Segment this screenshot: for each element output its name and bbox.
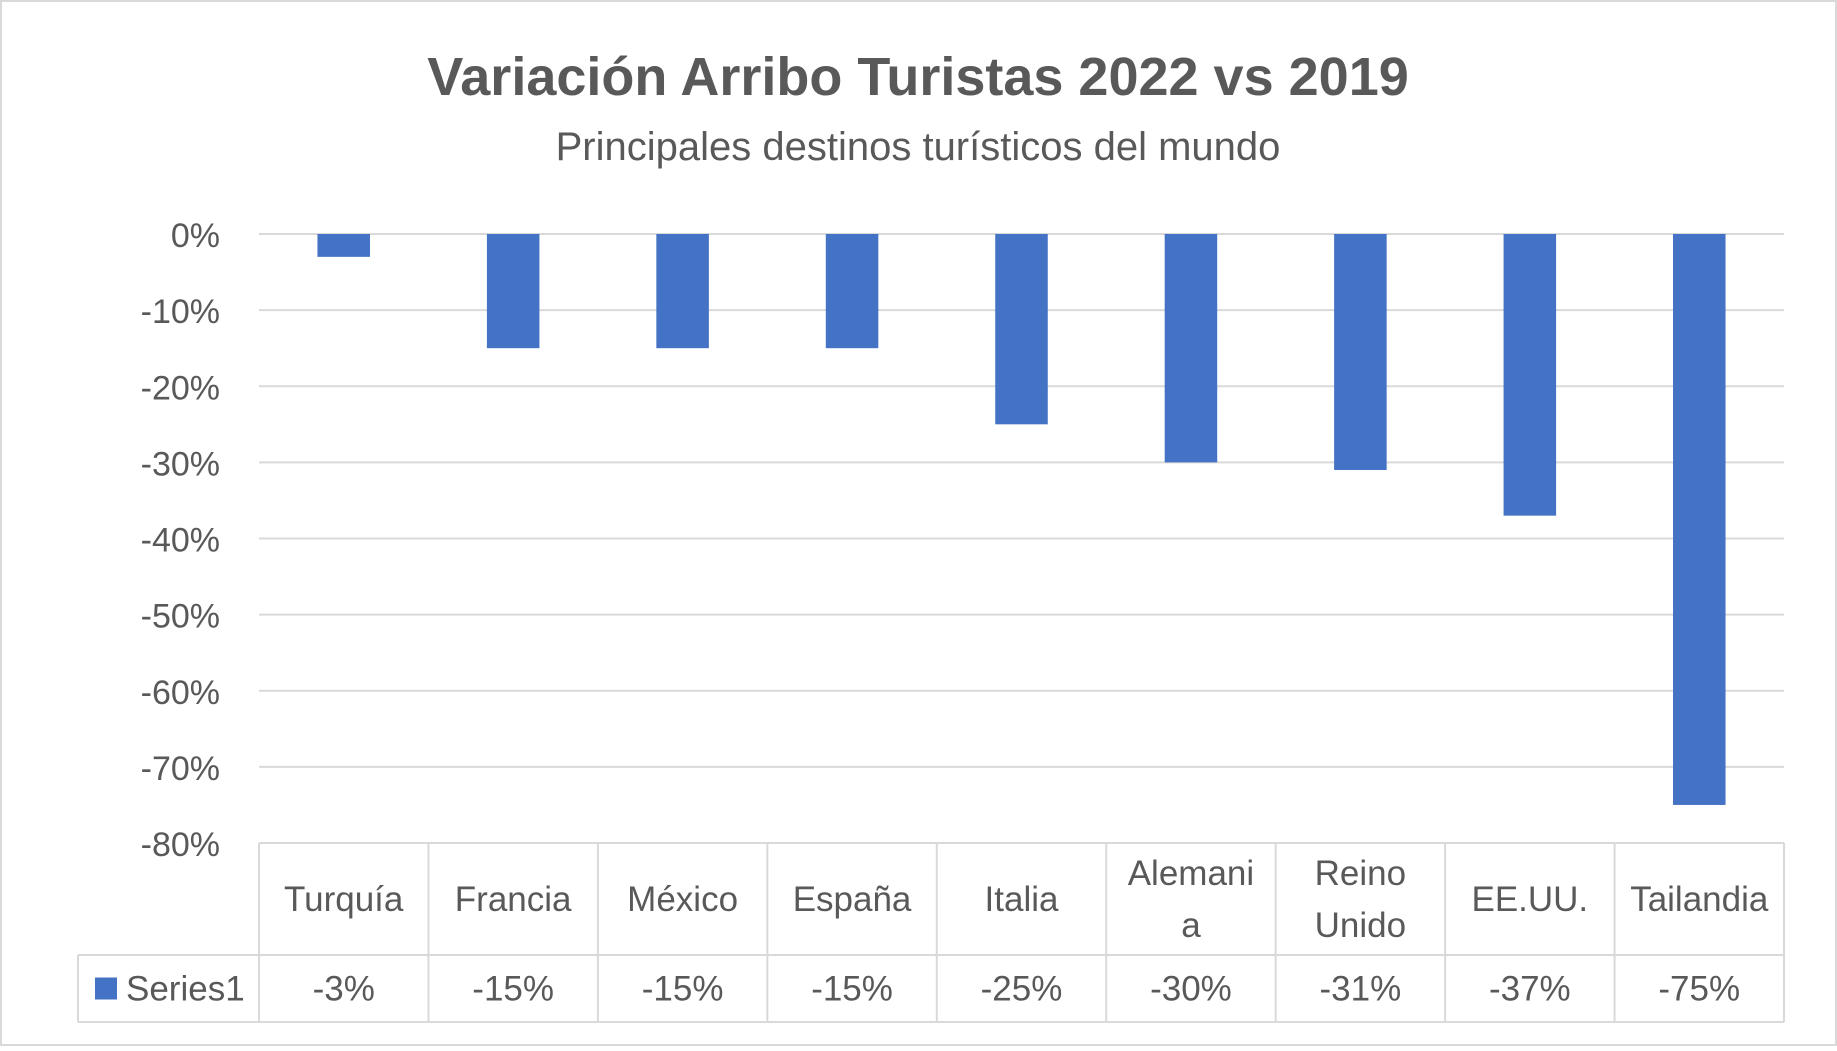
data-label: -15% [472,970,554,1009]
y-tick-label: -80% [141,826,220,864]
category-label: Reino [1315,854,1406,893]
category-label: Tailandia [1630,880,1769,919]
data-label: -15% [811,970,893,1009]
y-axis-ticks: 0% -10% -20% -30% -40% -50% -60% -70% -80% [141,217,220,864]
y-tick-label: -10% [141,293,220,331]
series-name: Series1 [126,970,245,1009]
data-label: -37% [1489,970,1571,1009]
legend-key [95,977,117,1000]
data-label: -31% [1320,970,1402,1009]
category-label: México [627,880,738,919]
chart-subtitle: Principales destinos turísticos del mund… [556,125,1281,169]
bar [486,234,540,349]
category-label: España [793,880,912,919]
data-label: -75% [1658,970,1740,1009]
y-tick-label: -60% [141,674,220,712]
bar [1673,234,1726,805]
bar [317,234,370,257]
chart-title: Variación Arribo Turistas 2022 vs 2019 [427,47,1409,107]
category-label: Francia [455,880,572,919]
y-tick-label: -70% [141,750,220,788]
category-label: Unido [1315,906,1406,945]
category-label: EE.UU. [1471,880,1588,919]
category-label: Turquía [284,880,404,919]
y-tick-label: 0% [171,217,220,255]
bar [825,234,879,349]
data-label: -3% [313,970,375,1009]
data-label: -25% [981,970,1063,1009]
data-table: Turquía Francia México España Italia Alemani a… [77,842,1785,1023]
y-tick-label: -30% [141,445,220,483]
bar [995,234,1048,425]
bars [317,234,1726,805]
bar [1334,234,1387,470]
y-tick-label: -20% [141,369,220,407]
bar [656,234,709,349]
bar [1503,234,1557,516]
category-label: a [1181,906,1201,945]
category-label: Italia [985,880,1059,919]
y-tick-label: -40% [141,522,220,560]
y-tick-label: -50% [141,598,220,636]
data-label: -15% [642,970,724,1009]
bar [1164,234,1218,463]
data-label: -30% [1150,970,1232,1009]
category-label: Alemani [1128,854,1254,893]
